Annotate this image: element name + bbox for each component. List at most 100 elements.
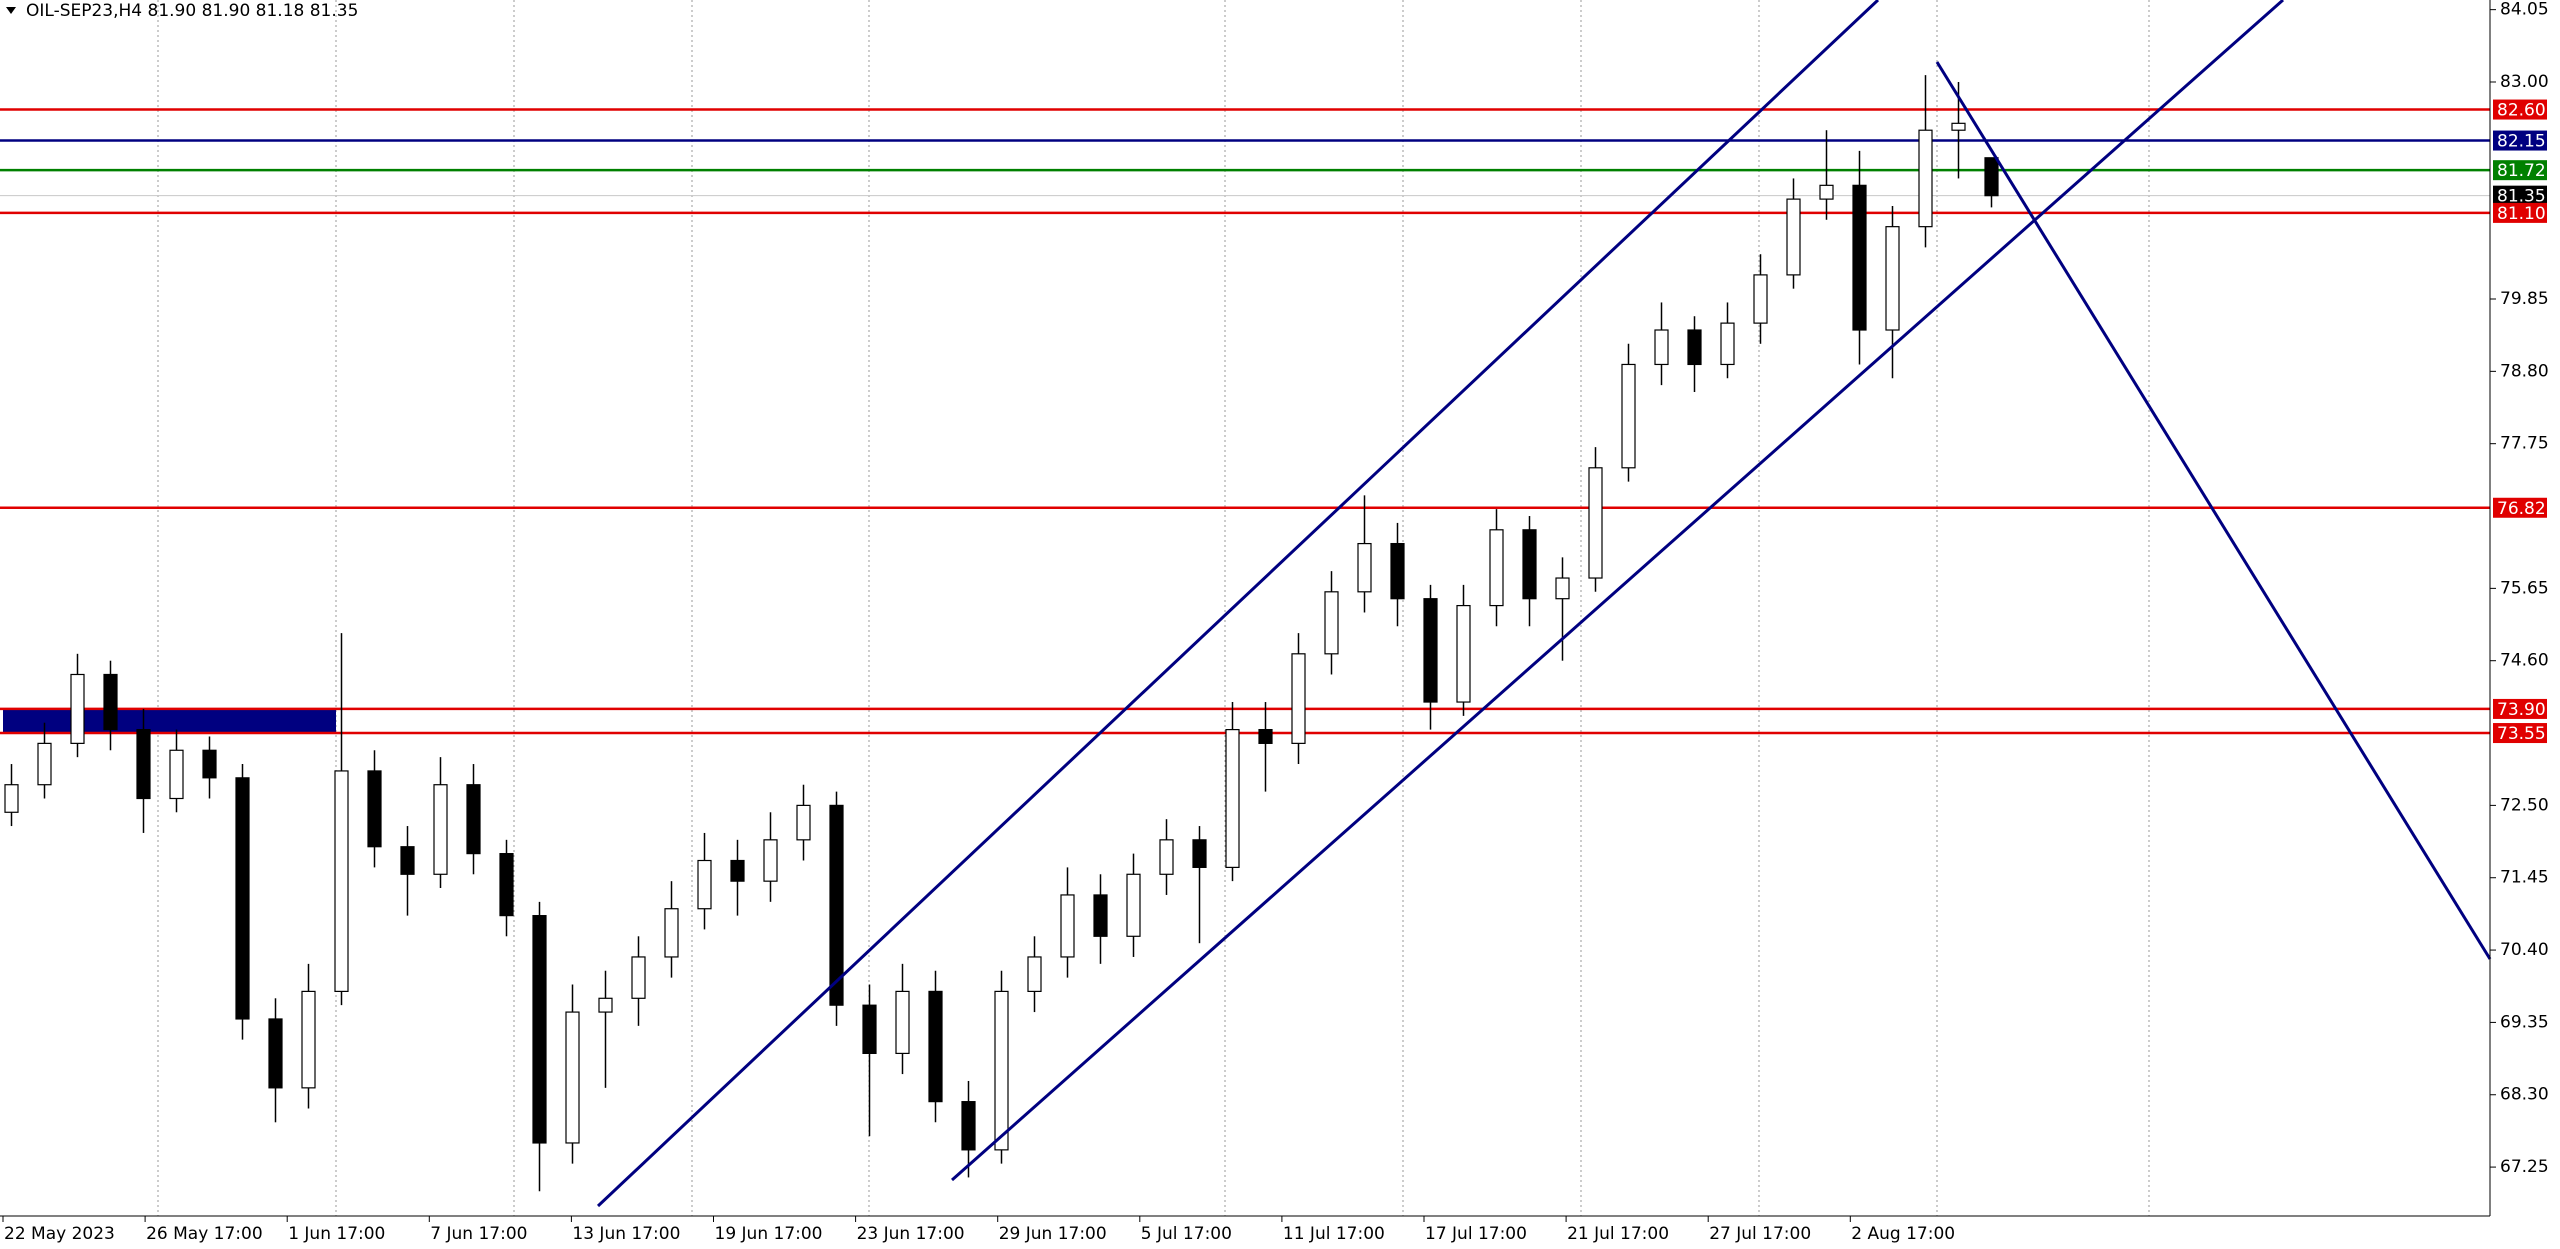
candle-body [70, 673, 85, 744]
candle-body [301, 990, 316, 1089]
channel-lower [951, 0, 2284, 1182]
candle-body [598, 997, 613, 1013]
candle-body [1324, 591, 1339, 655]
candle-body [796, 804, 811, 841]
candle-body [1951, 122, 1966, 131]
candle-body [1819, 184, 1834, 200]
candle-body [994, 990, 1009, 1151]
level-label-box [2493, 160, 2547, 181]
x-tick-label: 27 Jul 17:00 [1709, 1224, 1811, 1244]
level-label-box [2493, 99, 2547, 120]
candle-body [1225, 728, 1240, 868]
candle-body [862, 1004, 877, 1055]
level-label-box [2493, 130, 2547, 151]
level-label: 82.15 [2497, 132, 2546, 152]
candle-body [367, 770, 382, 848]
level-label: 73.90 [2497, 700, 2546, 720]
candle-body [1390, 542, 1405, 600]
x-tick-label: 23 Jun 17:00 [857, 1224, 965, 1244]
candle-body [466, 784, 481, 855]
candle-body [1753, 274, 1768, 324]
candle-body [1159, 839, 1174, 875]
candle-body [1093, 894, 1108, 937]
x-tick-label: 21 Jul 17:00 [1567, 1224, 1669, 1244]
candle-body [1258, 728, 1273, 744]
downtrend-line [1935, 61, 2492, 960]
candle-body [763, 839, 778, 882]
level-label: 82.60 [2497, 101, 2546, 121]
zone-rectangle [3, 708, 336, 734]
x-tick-label: 11 Jul 17:00 [1283, 1224, 1385, 1244]
candle-body [103, 673, 118, 731]
chart-title: OIL-SEP23,H4 81.90 81.90 81.18 81.35 [26, 1, 358, 21]
candle-body [1423, 598, 1438, 703]
candle-body [37, 742, 52, 786]
y-tick-label: 78.80 [2500, 361, 2549, 381]
level-label: 81.10 [2497, 204, 2546, 224]
candle-body [169, 749, 184, 800]
x-tick-label: 19 Jun 17:00 [715, 1224, 823, 1244]
candle-body [1126, 873, 1141, 937]
candle-body [1852, 184, 1867, 331]
x-tick-label: 7 Jun 17:00 [430, 1224, 527, 1244]
candle-body [268, 1018, 283, 1089]
y-tick-label: 70.40 [2500, 940, 2549, 960]
x-tick-label: 2 Aug 17:00 [1851, 1224, 1955, 1244]
candle-body [499, 853, 514, 917]
y-tick-label: 72.50 [2500, 795, 2549, 815]
y-tick-label: 84.05 [2500, 0, 2549, 20]
candle-body [202, 749, 217, 779]
y-tick-label: 67.25 [2500, 1157, 2549, 1177]
y-tick-label: 74.60 [2500, 651, 2549, 671]
x-tick-label: 22 May 2023 [4, 1224, 115, 1244]
candle-body [730, 859, 745, 882]
candle-body [1720, 322, 1735, 366]
candle-body [1192, 839, 1207, 868]
candle-body [1522, 529, 1537, 600]
candle-body [1786, 198, 1801, 276]
candle-body [532, 915, 547, 1144]
candle-body [1885, 226, 1900, 331]
y-tick-label: 75.65 [2500, 578, 2549, 598]
y-tick-label: 68.30 [2500, 1085, 2549, 1105]
y-tick-label: 77.75 [2500, 434, 2549, 454]
candle-body [1489, 529, 1504, 607]
candle-body [1687, 329, 1702, 366]
level-label-box [2493, 698, 2547, 719]
x-tick-label: 13 Jun 17:00 [572, 1224, 680, 1244]
trendlines [596, 0, 2492, 1208]
candle-body [334, 770, 349, 993]
x-tick-label: 5 Jul 17:00 [1141, 1224, 1232, 1244]
candle-body [1291, 653, 1306, 744]
candle-body [235, 777, 250, 1020]
level-label: 73.55 [2497, 724, 2546, 744]
candle-body [565, 1011, 580, 1144]
candle-body [664, 908, 679, 958]
level-label-box [2493, 185, 2547, 206]
candle-body [1456, 604, 1471, 703]
candle-body [1654, 329, 1669, 366]
candle-body [1588, 467, 1603, 579]
candle-body [697, 859, 712, 910]
channel-upper [596, 0, 1880, 1208]
level-label-box [2493, 202, 2547, 223]
x-tick-label: 1 Jun 17:00 [288, 1224, 385, 1244]
level-label: 81.72 [2497, 161, 2546, 181]
candle-body [1621, 363, 1636, 469]
candle-body [1060, 894, 1075, 958]
x-tick-label: 29 Jun 17:00 [999, 1224, 1107, 1244]
level-label-box [2493, 497, 2547, 518]
candle-body [631, 956, 646, 999]
candle-body [4, 784, 19, 813]
y-tick-label: 79.85 [2500, 289, 2549, 309]
x-tick-label: 26 May 17:00 [146, 1224, 263, 1244]
menu-triangle [6, 7, 16, 14]
candle-body [895, 990, 910, 1055]
candle-body [1357, 542, 1372, 593]
candle-body [1555, 577, 1570, 600]
level-label: 76.82 [2497, 499, 2546, 519]
candle-body [136, 728, 151, 800]
candle-body [829, 804, 844, 1006]
candle-body [433, 784, 448, 875]
